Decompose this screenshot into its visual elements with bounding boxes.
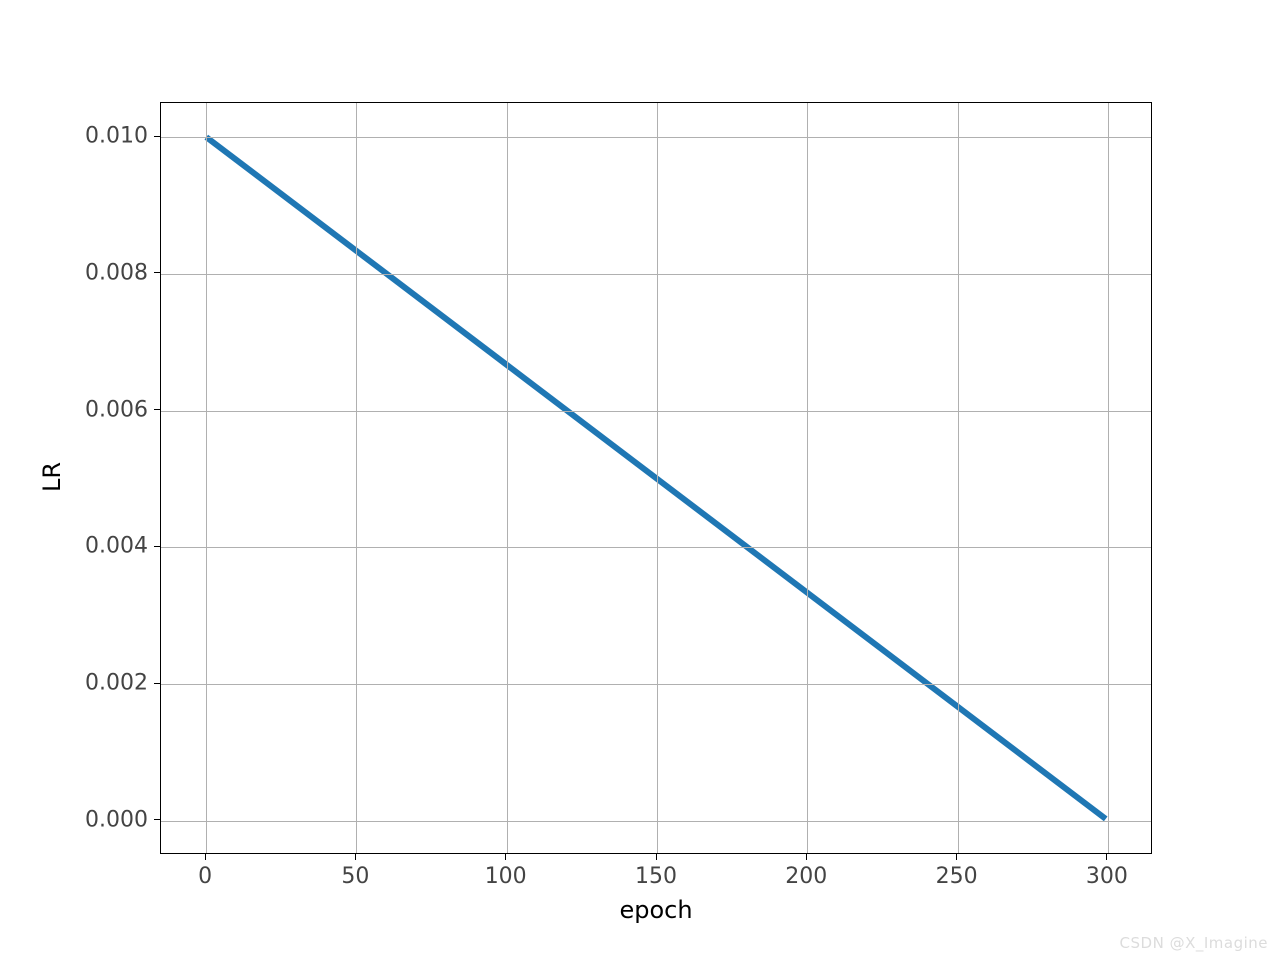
x-tick — [1106, 854, 1107, 860]
data-line — [206, 137, 1105, 819]
x-tick-label: 300 — [1086, 864, 1128, 889]
x-tick — [656, 854, 657, 860]
x-gridline — [356, 103, 357, 853]
x-gridline — [206, 103, 207, 853]
x-tick-label: 100 — [485, 864, 527, 889]
y-gridline — [161, 137, 1151, 138]
x-tick — [355, 854, 356, 860]
y-tick-label: 0.006 — [85, 397, 148, 422]
x-axis-label: epoch — [619, 896, 692, 924]
y-tick-label: 0.010 — [85, 124, 148, 149]
plot-area — [160, 102, 1152, 854]
x-tick-label: 0 — [198, 864, 212, 889]
y-gridline — [161, 684, 1151, 685]
y-tick-label: 0.000 — [85, 807, 148, 832]
y-gridline — [161, 821, 1151, 822]
y-tick-label: 0.002 — [85, 671, 148, 696]
x-gridline — [507, 103, 508, 853]
x-tick-label: 250 — [936, 864, 978, 889]
y-gridline — [161, 547, 1151, 548]
y-tick — [154, 409, 160, 410]
x-gridline — [657, 103, 658, 853]
watermark: CSDN @X_Imagine — [1120, 934, 1268, 952]
x-gridline — [807, 103, 808, 853]
x-tick — [956, 854, 957, 860]
y-tick-label: 0.004 — [85, 534, 148, 559]
y-tick-label: 0.008 — [85, 260, 148, 285]
x-gridline — [1108, 103, 1109, 853]
x-tick — [806, 854, 807, 860]
x-tick-label: 200 — [785, 864, 827, 889]
x-tick — [205, 854, 206, 860]
y-gridline — [161, 411, 1151, 412]
line-svg — [161, 103, 1151, 853]
x-tick-label: 150 — [635, 864, 677, 889]
y-tick — [154, 683, 160, 684]
y-tick — [154, 136, 160, 137]
y-tick — [154, 819, 160, 820]
x-tick-label: 50 — [341, 864, 369, 889]
figure: epoch LR CSDN @X_Imagine 0 50 100 150 200 250… — [0, 0, 1280, 960]
y-tick — [154, 272, 160, 273]
y-tick — [154, 546, 160, 547]
x-tick — [505, 854, 506, 860]
y-gridline — [161, 274, 1151, 275]
x-gridline — [958, 103, 959, 853]
y-axis-label: LR — [38, 462, 66, 492]
